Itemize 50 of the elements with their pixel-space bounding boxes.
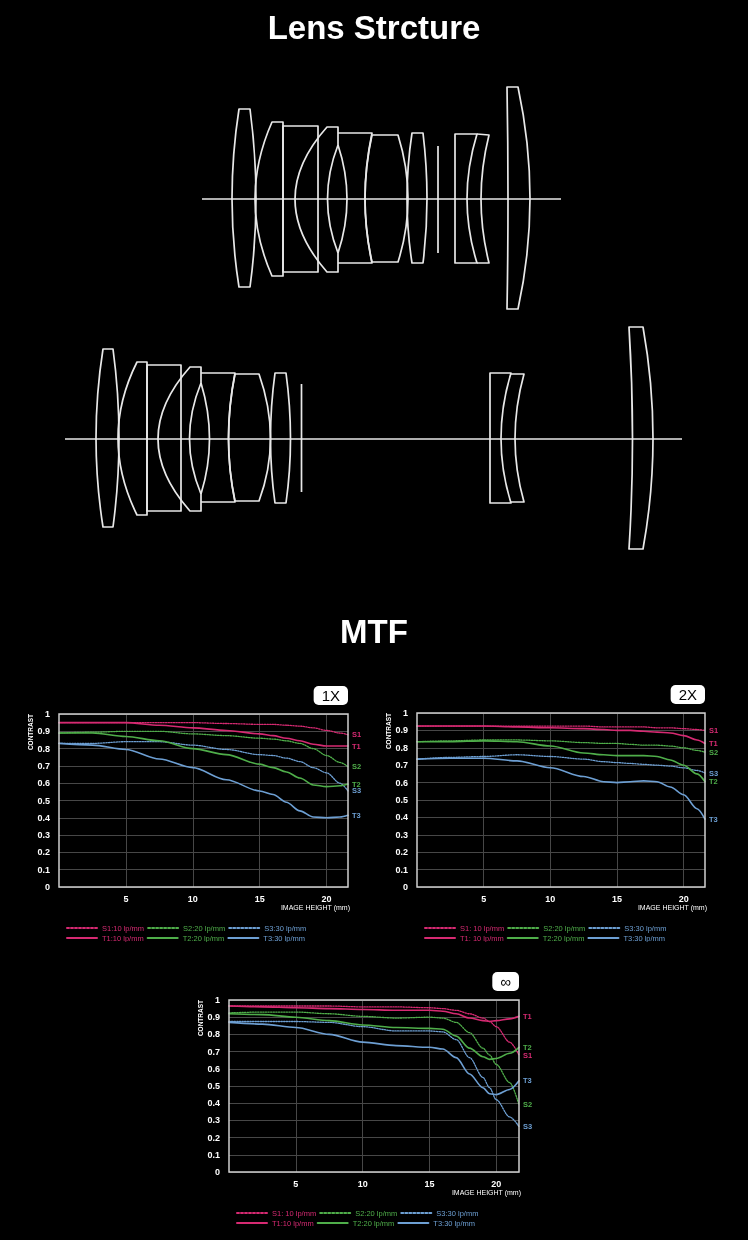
y-tick-label: 0.6 — [207, 1063, 220, 1074]
x-tick-label: 20 — [491, 1178, 502, 1189]
x-tick-label: 10 — [545, 893, 556, 904]
y-tick-label: 1 — [214, 995, 220, 1005]
text: MTF — [340, 613, 408, 650]
y-tick-label: 0.5 — [207, 1081, 220, 1091]
y-tick-label: 0.6 — [37, 778, 50, 789]
y-tick-label: 0.6 — [395, 777, 408, 788]
y-tick-label: 0 — [44, 882, 50, 892]
y-tick-label: 0.8 — [37, 743, 50, 754]
y-tick-label: 0.7 — [395, 760, 408, 771]
y-tick-label: 0.5 — [37, 795, 50, 806]
y-tick-label: 0.4 — [395, 812, 408, 823]
y-tick-label: 0.3 — [207, 1115, 220, 1126]
y-tick-label: 0.9 — [395, 725, 408, 736]
y-tick-label: 0.2 — [207, 1132, 220, 1143]
y-tick-label: 0.1 — [207, 1149, 220, 1160]
y-tick-label: 0.7 — [207, 1046, 220, 1057]
y-tick-label: 0.8 — [207, 1029, 220, 1040]
y-tick-label: 0.3 — [37, 830, 50, 841]
x-tick-label: 5 — [293, 1178, 299, 1189]
x-tick-label: 5 — [481, 893, 487, 904]
x-tick-label: 15 — [424, 1178, 435, 1189]
y-tick-label: 0.7 — [37, 760, 50, 771]
x-tick-label: 20 — [321, 893, 332, 904]
chart-title: ∞ — [500, 973, 512, 990]
x-tick-label: 10 — [187, 893, 198, 904]
y-tick-label: 0.9 — [207, 1012, 220, 1023]
x-tick-label: 20 — [678, 893, 689, 904]
y-tick-label: 0 — [402, 882, 408, 892]
x-tick-label: 10 — [357, 1178, 368, 1189]
y-tick-label: 0.1 — [37, 864, 50, 875]
x-tick-label: 5 — [123, 893, 129, 904]
y-tick-label: 0.8 — [395, 742, 408, 753]
y-tick-label: 0.3 — [395, 829, 408, 840]
y-tick-label: 0.4 — [37, 812, 50, 823]
y-tick-label: 0.4 — [207, 1098, 220, 1109]
chart-title: 1X — [321, 687, 341, 704]
y-tick-label: 0.9 — [37, 726, 50, 737]
y-tick-label: 1 — [402, 708, 408, 718]
chart-title: 2X — [678, 686, 698, 703]
y-tick-label: 0.2 — [395, 847, 408, 858]
x-tick-label: 15 — [611, 893, 623, 904]
y-tick-label: 0.5 — [395, 795, 408, 805]
y-tick-label: 1 — [44, 709, 50, 719]
y-tick-label: 0.2 — [37, 847, 50, 858]
y-tick-label: 0 — [214, 1167, 220, 1177]
text: Lens Strcture — [267, 9, 481, 46]
y-tick-label: 0.1 — [395, 864, 408, 875]
x-tick-label: 15 — [254, 893, 265, 904]
